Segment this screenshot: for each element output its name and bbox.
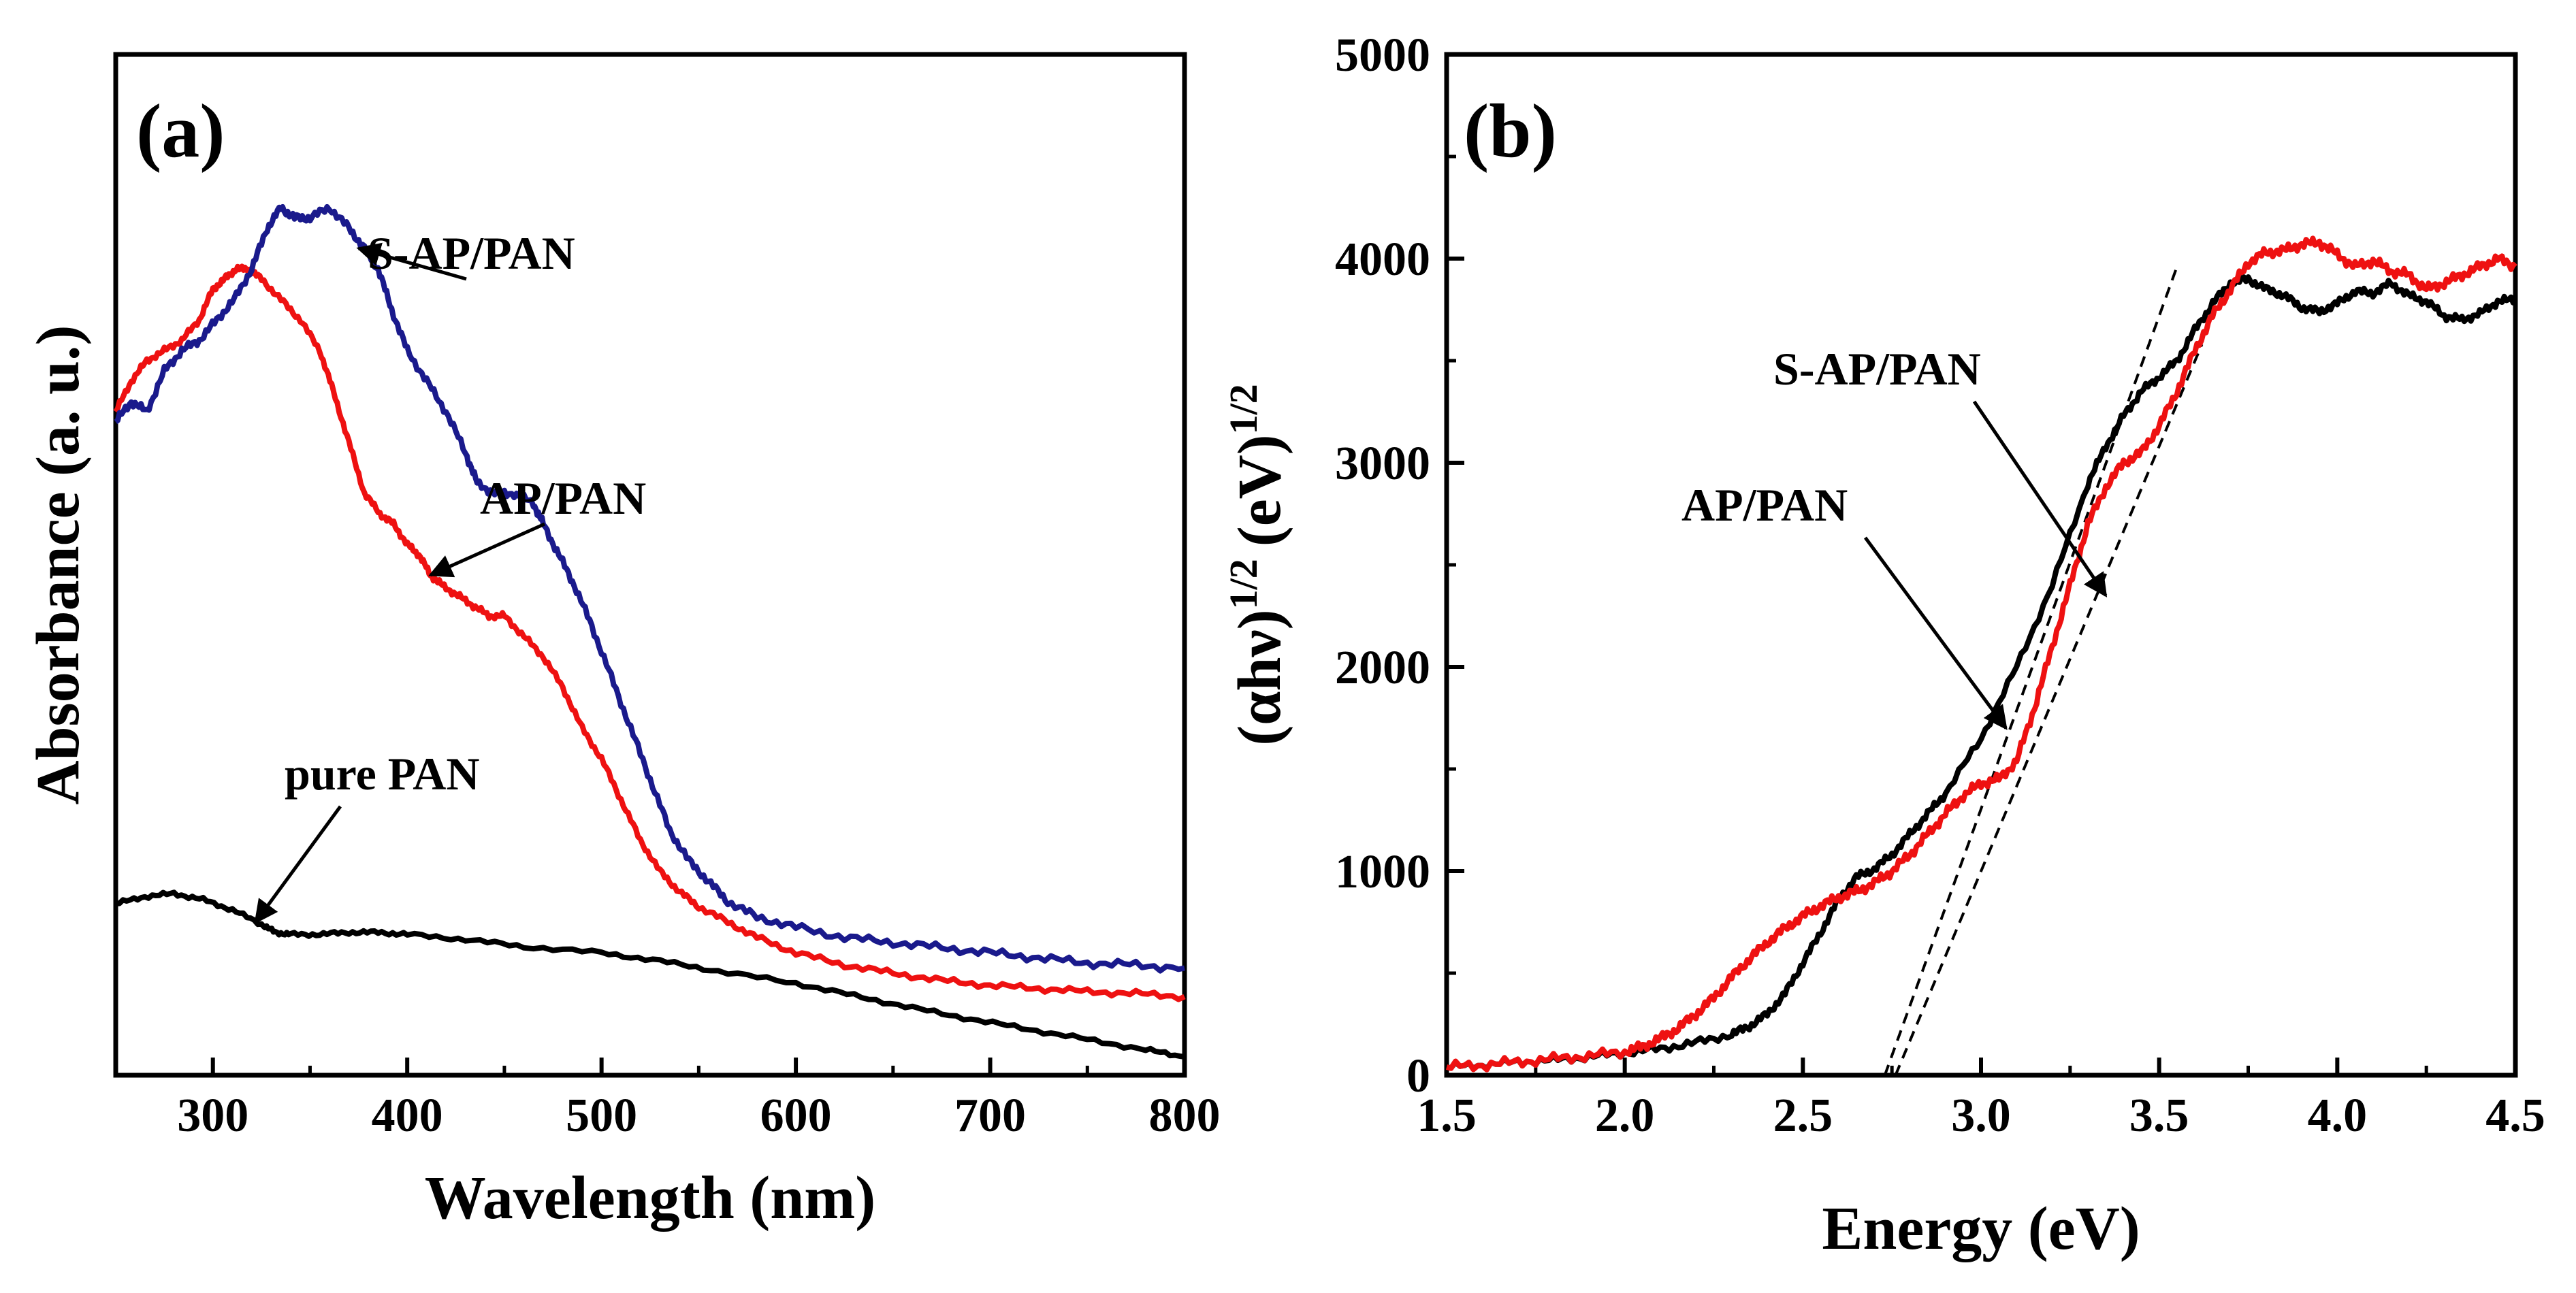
y-tick-label-b-1000: 1000: [1335, 846, 1430, 898]
y-tick-label-b-3000: 3000: [1335, 438, 1430, 490]
series-line-a-pure-pan: [115, 889, 1185, 1060]
x-tick-label-b-3: 3.0: [1951, 1090, 2011, 1142]
panel-b-label: (b): [1464, 89, 1557, 174]
panel-b-y-axis-title: (αhν)1/2(eV)1/2: [1221, 384, 1293, 746]
panel-a-y-axis-title: Absorbance (a. u.): [25, 325, 92, 804]
panel-a-annotations: [254, 242, 546, 924]
x-tick-label-b-1.5: 1.5: [1417, 1090, 1477, 1142]
x-tick-label-a-500: 500: [566, 1090, 637, 1142]
annotation-arrow-a-pure-pan: [254, 805, 342, 924]
x-tick-label-b-2: 2.0: [1595, 1090, 1655, 1142]
panel-a-x-ticks: 300 400 500 600 700 800: [114, 1058, 1221, 1142]
panel-b-x-axis-title: Energy (eV): [1822, 1195, 2140, 1262]
y-tick-label-b-0: 0: [1406, 1050, 1430, 1102]
x-tick-label-b-4.5: 4.5: [2485, 1090, 2545, 1142]
series-line-a-s-ap-pan: [114, 203, 1185, 974]
y-title-exp2: 1/2: [1221, 384, 1266, 434]
annotation-arrow-a-s-ap-pan: [356, 242, 467, 281]
series-line-b-s-ap-pan: [1446, 274, 2518, 1072]
y-title-unit: (eV): [1226, 434, 1293, 546]
y-tick-label-b-4000: 4000: [1335, 233, 1430, 286]
panel-b-series: [1445, 235, 2518, 1073]
panel-b-plot-frame: [1444, 52, 2518, 1078]
x-tick-label-b-3.5: 3.5: [2129, 1090, 2189, 1142]
panel-b-tauc-plot: 1.5 2.0 2.5 3.0 3.5 4.0 4.5 0 1000 2000 3000 4000 50…: [1221, 29, 2545, 1262]
x-tick-label-a-800: 800: [1149, 1090, 1221, 1142]
annotation-label-s-ap-pan-b: S-AP/PAN: [1773, 343, 1981, 395]
panel-b-axis-ticks: 1.5 2.0 2.5 3.0 3.5 4.0 4.5 0 1000 2000 3000 4000 50…: [1335, 29, 2545, 1142]
panel-a-absorbance-chart: 300 400 500 600 700 800 (a) Wavelength (nm) A…: [25, 52, 1221, 1232]
panel-b-y-axis-title-text: (αhν)1/2(eV)1/2: [1221, 384, 1293, 746]
series-line-b-ap-pan: [1445, 235, 2517, 1073]
y-title-base: (αhν): [1226, 609, 1293, 745]
x-tick-label-a-400: 400: [372, 1090, 443, 1142]
tangent-line-1: [1883, 266, 2178, 1076]
y-title-exp1: 1/2: [1221, 559, 1266, 609]
annotation-label-ap-pan-a: AP/PAN: [480, 472, 646, 524]
x-tick-label-b-2.5: 2.5: [1773, 1090, 1833, 1142]
annotation-label-s-ap-pan-a: S-AP/PAN: [368, 227, 575, 279]
panel-b-annotations: [1863, 400, 2108, 730]
panel-b-tangent-lines: [1883, 266, 2204, 1076]
x-tick-label-a-300: 300: [177, 1090, 248, 1142]
panel-a-plot-frame: [113, 52, 1187, 1078]
x-tick-label-a-600: 600: [760, 1090, 832, 1142]
annotation-label-ap-pan-b: AP/PAN: [1681, 479, 1848, 531]
panel-a-x-axis-title: Wavelength (nm): [425, 1164, 875, 1232]
annotation-arrow-a-ap-pan: [428, 522, 546, 578]
y-tick-label-b-5000: 5000: [1335, 29, 1430, 82]
panel-a-label: (a): [136, 89, 225, 174]
annotation-label-pure-pan: pure PAN: [285, 748, 479, 800]
annotation-arrow-b-ap-pan: [1863, 536, 2008, 730]
x-tick-label-a-700: 700: [954, 1090, 1026, 1142]
x-tick-label-b-4: 4.0: [2308, 1090, 2368, 1142]
series-line-a-ap-pan: [113, 263, 1186, 1002]
y-tick-label-b-2000: 2000: [1335, 642, 1430, 694]
annotation-arrow-b-s-ap-pan: [1972, 400, 2108, 598]
panel-a-series: [113, 203, 1186, 1060]
tangent-line-2: [1894, 344, 2204, 1076]
